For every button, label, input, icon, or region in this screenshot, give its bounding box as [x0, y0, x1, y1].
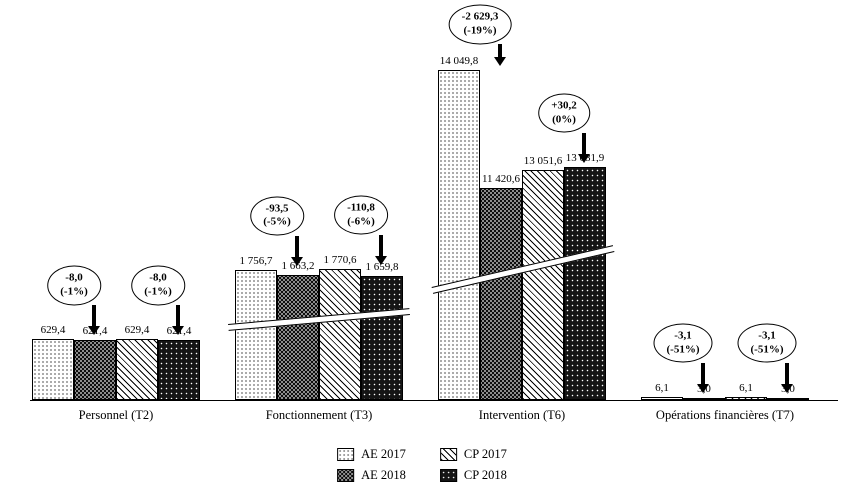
bar-ae-2017-intervention-t6: [438, 70, 480, 400]
annotation-arrow-6: [578, 132, 590, 163]
value-label-cp-2018-fonctionnement-t3: 1 659,8: [365, 260, 399, 273]
annotation-arrow-4: [375, 234, 387, 265]
annotation-bubble-8: -3,1 (-51%): [737, 323, 797, 363]
category-label-intervention-t6: Intervention (T6): [478, 408, 566, 422]
annotation-delta: -2 629,3: [461, 10, 499, 23]
arrow-head-icon: [697, 383, 709, 393]
arrow-head-icon: [578, 153, 590, 163]
value-label-cp-2017-op-rations-financi-res-t7: 6,1: [739, 381, 753, 394]
value-label-cp-2017-fonctionnement-t3: 1 770,6: [323, 253, 357, 266]
annotation-delta: -3,1: [674, 329, 692, 342]
annotation-pct: (-51%): [750, 343, 784, 356]
arrow-shaft: [785, 362, 789, 384]
annotation-delta: -110,8: [347, 201, 375, 214]
bar-cp-2017-fonctionnement-t3: [319, 268, 361, 400]
arrow-shaft: [379, 234, 383, 256]
legend-swatch-cp-2017: [439, 448, 457, 461]
bar-cp-2017-personnel-t2: [116, 339, 158, 400]
legend-label-cp-2018: CP 2018: [463, 468, 507, 482]
annotation-pct: (-5%): [263, 215, 291, 228]
annotation-bubble-4: -110,8 (-6%): [334, 195, 388, 235]
legend-item-cp-2017: CP 2017: [439, 447, 507, 462]
annotation-bubble-1: -8,0 (-1%): [47, 265, 101, 306]
annotation-delta: -8,0: [149, 271, 167, 284]
category-label-personnel-t2: Personnel (T2): [78, 408, 154, 422]
bar-ae-2017-op-rations-financi-res-t7: [641, 396, 683, 400]
annotation-arrow-8: [781, 362, 793, 393]
legend: AE 2017 CP 2017 AE 2018 CP 2018: [337, 447, 507, 483]
annotation-arrow-2: [172, 305, 184, 336]
annotation-arrow-7: [697, 362, 709, 393]
value-label-ae-2018-fonctionnement-t3: 1 663,2: [281, 260, 315, 273]
value-label-ae-2017-op-rations-financi-res-t7: 6,1: [655, 381, 669, 394]
annotation-pct: (-51%): [666, 343, 700, 356]
legend-item-ae-2018: AE 2018: [337, 468, 406, 483]
value-label-cp-2017-intervention-t6: 13 051,6: [523, 155, 563, 167]
category-label-fonctionnement-t3: Fonctionnement (T3): [265, 408, 373, 422]
legend-item-cp-2018: CP 2018: [439, 468, 507, 483]
bar-cp-2018-op-rations-financi-res-t7: [767, 398, 809, 400]
annotation-delta: -93,5: [265, 202, 289, 215]
annotation-arrow-1: [88, 305, 100, 336]
value-label-ae-2018-intervention-t6: 11 420,6: [481, 173, 521, 185]
arrow-shaft: [701, 362, 705, 384]
legend-swatch-ae-2017: [337, 448, 355, 461]
annotation-bubble-5: -2 629,3 (-19%): [448, 4, 512, 44]
arrow-head-icon: [88, 326, 100, 336]
bar-ae-2017-personnel-t2: [32, 339, 74, 400]
bar-ae-2018-op-rations-financi-res-t7: [683, 398, 725, 400]
legend-label-ae-2017: AE 2017: [361, 447, 406, 461]
legend-swatch-ae-2018: [337, 469, 355, 482]
category-label-op-rations-financi-res-t7: Opérations financières (T7): [655, 408, 795, 422]
arrow-shaft: [582, 132, 586, 154]
arrow-head-icon: [494, 57, 506, 66]
annotation-pct: (-1%): [144, 285, 172, 298]
bar-ae-2017-fonctionnement-t3: [235, 269, 277, 400]
arrow-shaft: [92, 305, 96, 327]
bar-cp-2017-op-rations-financi-res-t7: [725, 396, 767, 400]
annotation-arrow-5: [494, 44, 506, 66]
annotation-bubble-3: -93,5 (-5%): [250, 196, 304, 236]
bar-cp-2018-personnel-t2: [158, 339, 200, 400]
bar-ae-2018-intervention-t6: [480, 188, 522, 400]
annotation-pct: (-19%): [463, 24, 497, 37]
bar-cp-2018-fonctionnement-t3: [361, 275, 403, 400]
annotation-bubble-7: -3,1 (-51%): [653, 323, 713, 363]
value-label-cp-2017-personnel-t2: 629,4: [124, 324, 150, 337]
arrow-head-icon: [291, 256, 303, 266]
value-label-ae-2017-intervention-t6: 14 049,8: [439, 55, 479, 67]
bar-cp-2017-intervention-t6: [522, 170, 564, 400]
arrow-shaft: [498, 44, 502, 57]
bar-ae-2018-fonctionnement-t3: [277, 275, 319, 400]
x-axis: [30, 400, 838, 401]
annotation-delta: -8,0: [65, 271, 83, 284]
arrow-head-icon: [172, 326, 184, 336]
legend-swatch-cp-2018: [439, 469, 457, 482]
arrow-head-icon: [375, 255, 387, 265]
annotation-pct: (-6%): [347, 215, 375, 228]
arrow-head-icon: [781, 383, 793, 393]
annotation-pct: (0%): [552, 113, 576, 126]
annotation-bubble-2: -8,0 (-1%): [131, 265, 185, 306]
legend-label-cp-2017: CP 2017: [463, 447, 507, 461]
bar-cp-2018-intervention-t6: [564, 166, 606, 400]
arrow-shaft: [176, 305, 180, 327]
value-label-ae-2017-personnel-t2: 629,4: [40, 324, 66, 337]
annotation-arrow-3: [291, 235, 303, 266]
annotation-delta: +30,2: [551, 99, 577, 112]
legend-label-ae-2018: AE 2018: [361, 468, 406, 482]
annotation-pct: (-1%): [60, 285, 88, 298]
annotation-delta: -3,1: [758, 329, 776, 342]
value-label-ae-2017-fonctionnement-t3: 1 756,7: [239, 254, 273, 267]
annotation-bubble-6: +30,2 (0%): [538, 93, 590, 133]
arrow-shaft: [295, 235, 299, 257]
bar-ae-2018-personnel-t2: [74, 339, 116, 400]
legend-item-ae-2017: AE 2017: [337, 447, 406, 462]
